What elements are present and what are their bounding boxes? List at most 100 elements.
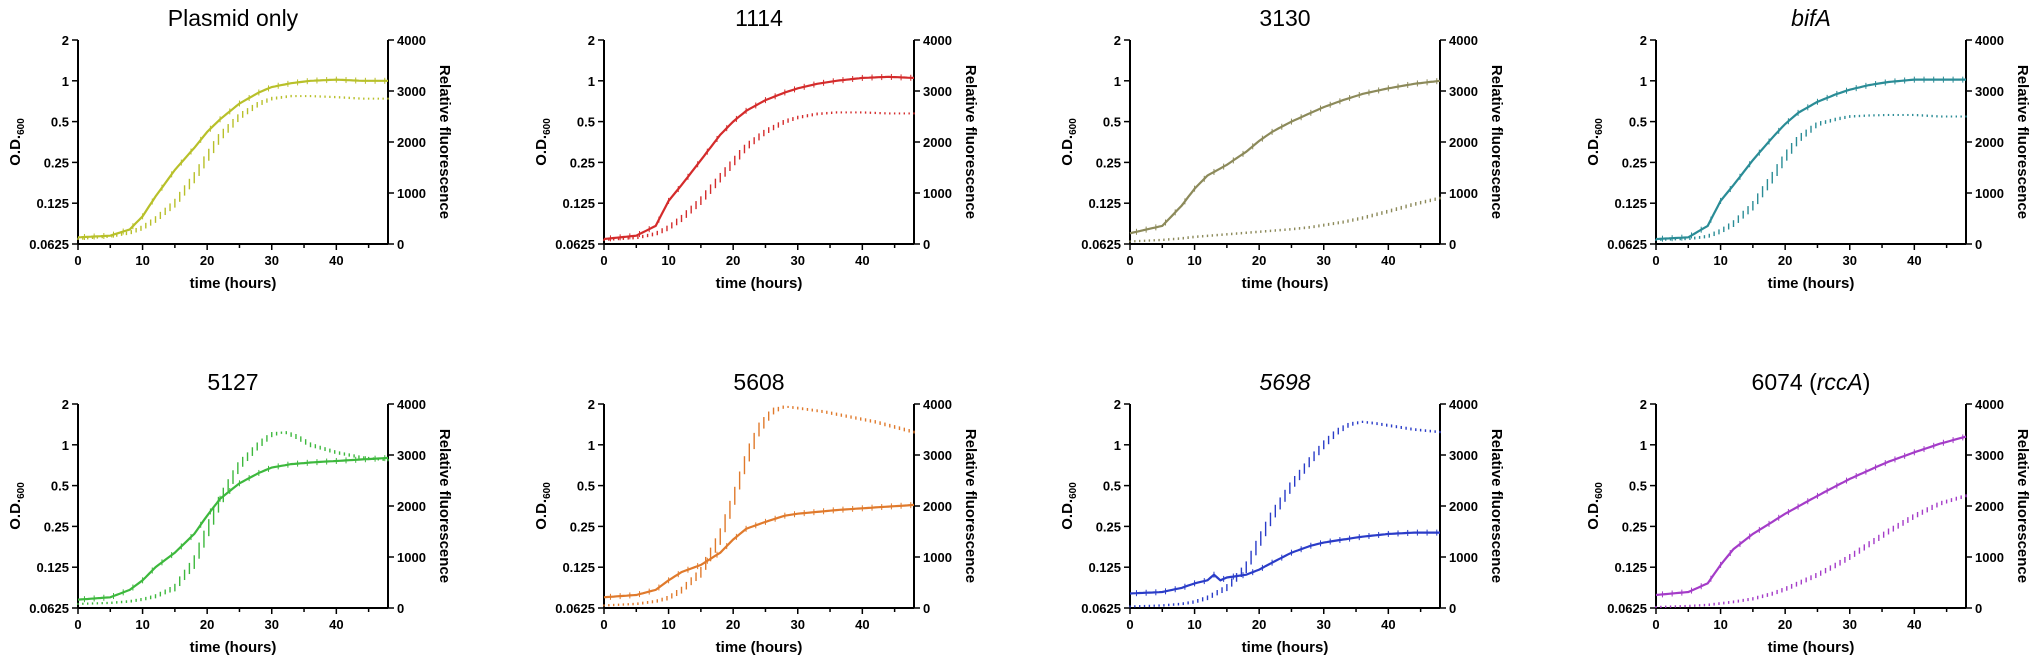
y-right-tick-label: 3000 [923, 84, 952, 99]
y-right-tick-label: 2000 [1449, 135, 1478, 150]
x-tick-label: 10 [1187, 253, 1201, 268]
series-od600 [603, 73, 915, 242]
y-left-tick-label: 0.0625 [1081, 601, 1121, 616]
od600-line [1129, 79, 1441, 235]
y-right-tick-label: 2000 [923, 135, 952, 150]
y-right-tick-label: 3000 [1975, 448, 2004, 463]
x-tick-label: 10 [661, 617, 675, 632]
y-left-tick-label: 2 [1640, 33, 1647, 48]
od600-line [1655, 78, 1966, 241]
y-left-tick-label: 2 [1114, 397, 1121, 412]
y-left-tick-label: 1 [62, 438, 69, 453]
x-tick-label: 30 [265, 253, 279, 268]
x-tick-label: 30 [791, 617, 805, 632]
y-right-tick-label: 1000 [1975, 550, 2004, 565]
y-right-tick-label: 1000 [1449, 550, 1478, 565]
x-tick-label: 40 [329, 253, 343, 268]
y-right-tick-label: 4000 [1449, 397, 1478, 412]
od600-line [603, 75, 915, 241]
y-right-tick-label: 4000 [397, 397, 426, 412]
y-left-tick-label: 0.5 [51, 115, 69, 130]
y-right-tick-label: 0 [1449, 601, 1456, 616]
y-right-tick-label: 1000 [923, 550, 952, 565]
y-left-tick-label: 1 [1114, 438, 1121, 453]
y-right-tick-label: 0 [923, 237, 930, 252]
y-left-tick-label: 0.0625 [29, 601, 69, 616]
y-left-tick-label: 0.125 [1088, 196, 1121, 211]
y-left-tick-label: 0.25 [1096, 155, 1121, 170]
y-left-axis-label: O.D.600 [7, 118, 27, 166]
y-left-tick-label: 0.0625 [1607, 601, 1647, 616]
x-tick-label: 10 [1187, 617, 1201, 632]
y-left-tick-label: 0.25 [1096, 519, 1121, 534]
x-tick-label: 0 [1126, 617, 1133, 632]
y-left-tick-label: 2 [1640, 397, 1647, 412]
y-right-tick-label: 4000 [923, 33, 952, 48]
chart-title: Plasmid only [168, 5, 299, 31]
y-right-axis-label: Relative fluorescence [962, 65, 979, 219]
y-left-tick-label: 0.5 [1629, 115, 1647, 130]
x-axis-label: time (hours) [1242, 275, 1329, 292]
series-od600 [603, 502, 915, 600]
series-od600 [1655, 76, 1966, 242]
y-left-tick-label: 2 [62, 33, 69, 48]
y-right-tick-label: 1000 [1449, 186, 1478, 201]
x-tick-label: 20 [1252, 253, 1266, 268]
y-left-tick-label: 2 [588, 397, 595, 412]
x-tick-label: 40 [855, 253, 869, 268]
y-left-tick-label: 0.125 [562, 196, 595, 211]
chart-title: 5127 [207, 369, 258, 395]
y-right-tick-label: 2000 [1449, 499, 1478, 514]
x-tick-label: 10 [1713, 253, 1727, 268]
y-left-axis-label: O.D.600 [7, 482, 27, 530]
series-od600 [1129, 78, 1441, 235]
series-od600 [77, 455, 389, 603]
y-right-tick-label: 0 [923, 601, 930, 616]
y-right-axis-label: Relative fluorescence [2014, 65, 2031, 219]
y-right-axis-label: Relative fluorescence [2014, 429, 2031, 583]
y-left-tick-label: 0.125 [1614, 560, 1647, 575]
y-right-tick-label: 1000 [1975, 186, 2004, 201]
y-right-tick-label: 3000 [397, 448, 426, 463]
y-left-tick-label: 0.5 [577, 479, 595, 494]
x-tick-label: 20 [726, 617, 740, 632]
x-tick-label: 20 [200, 617, 214, 632]
y-left-tick-label: 1 [588, 438, 595, 453]
y-right-tick-label: 0 [1975, 237, 1982, 252]
od600-line [603, 503, 915, 599]
y-left-tick-label: 0.125 [1614, 196, 1647, 211]
y-right-tick-label: 2000 [923, 499, 952, 514]
x-axis-label: time (hours) [1768, 639, 1855, 656]
y-left-axis-label: O.D.600 [533, 482, 553, 530]
x-tick-label: 10 [135, 617, 149, 632]
y-right-tick-label: 4000 [1975, 33, 2004, 48]
x-tick-label: 10 [1713, 617, 1727, 632]
y-left-tick-label: 2 [1114, 33, 1121, 48]
x-axis-label: time (hours) [1242, 639, 1329, 656]
x-tick-label: 0 [74, 617, 81, 632]
y-left-tick-label: 0.125 [36, 196, 69, 211]
y-left-tick-label: 2 [588, 33, 595, 48]
y-left-tick-label: 0.0625 [555, 601, 595, 616]
y-left-axis-label: O.D.600 [1585, 482, 1605, 530]
y-right-axis-label: Relative fluorescence [962, 429, 979, 583]
y-right-tick-label: 0 [397, 237, 404, 252]
y-right-axis-label: Relative fluorescence [1488, 429, 1505, 583]
y-left-axis-label: O.D.600 [1059, 118, 1079, 166]
y-left-tick-label: 0.25 [570, 519, 595, 534]
chart-title: 1114 [735, 5, 783, 31]
x-tick-label: 30 [1317, 617, 1331, 632]
y-right-tick-label: 4000 [923, 397, 952, 412]
x-axis-label: time (hours) [190, 275, 277, 292]
od600-line [1129, 531, 1440, 595]
y-left-axis-label: O.D.600 [533, 118, 553, 166]
y-left-tick-label: 0.5 [577, 115, 595, 130]
x-tick-label: 40 [1907, 617, 1921, 632]
y-left-tick-label: 0.5 [51, 479, 69, 494]
x-axis-label: time (hours) [190, 639, 277, 656]
y-left-tick-label: 1 [1640, 74, 1647, 89]
